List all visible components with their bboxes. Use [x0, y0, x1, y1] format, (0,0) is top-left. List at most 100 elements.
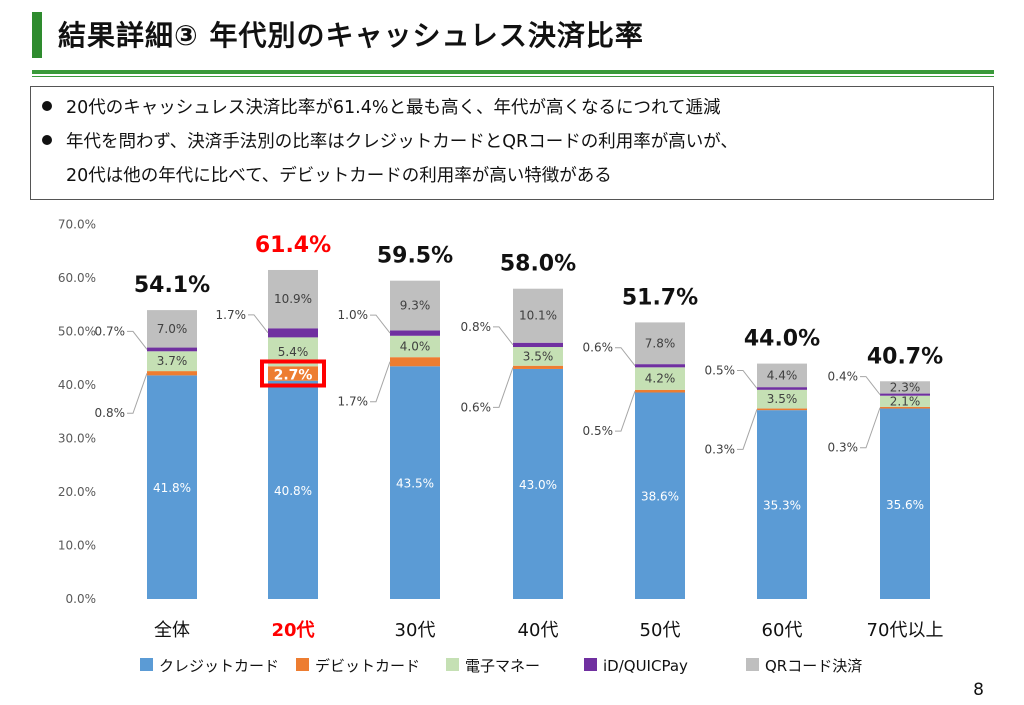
legend-item-credit: クレジットカード	[140, 656, 279, 676]
data-label-credit: 35.3%	[763, 499, 801, 513]
bar-segment	[268, 366, 318, 381]
bar-segment	[147, 347, 197, 352]
bar-segment	[880, 395, 930, 407]
summary-bullet-2-cont: 20代は他の年代に比べて、デビットカードの利用率が高い特徴がある	[66, 164, 612, 188]
x-category-label: 60代	[762, 620, 803, 641]
x-category-label: 50代	[640, 620, 681, 641]
bar-segment	[268, 269, 318, 329]
data-label-qr: 2.3%	[890, 380, 921, 394]
bar-segment	[513, 365, 563, 369]
data-label-debit: 0.8%	[95, 406, 126, 420]
y-tick-label: 30.0%	[58, 432, 96, 446]
y-tick-label: 10.0%	[58, 539, 96, 553]
data-label-qr: 10.1%	[519, 309, 557, 323]
data-label-credit: 40.8%	[274, 484, 312, 498]
leader-line	[370, 361, 391, 403]
data-label-idquicpay: 0.8%	[461, 320, 492, 334]
summary-box	[30, 86, 994, 200]
title-divider	[32, 70, 994, 74]
total-label: 44.0%	[744, 327, 820, 352]
bar-segment	[513, 347, 563, 366]
leader-line	[737, 409, 758, 450]
bar-segment	[513, 368, 563, 599]
bar-segment	[757, 387, 807, 390]
x-category-label: 70代以上	[867, 620, 944, 641]
summary-bullet-2: 年代を問わず、決済手法別の比率はクレジットカードとQRコードの利用率が高いが、	[42, 130, 738, 154]
data-label-credit: 43.0%	[519, 478, 557, 492]
summary-bullet-1: 20代のキャッシュレス決済比率が61.4%と最も高く、年代が高くなるにつれて逓減	[42, 96, 720, 120]
data-label-emoney: 4.0%	[400, 339, 431, 353]
bar-segment	[880, 408, 930, 599]
legend-swatch	[446, 658, 459, 671]
bar-segment	[880, 381, 930, 394]
y-tick-label: 50.0%	[58, 325, 96, 339]
leader-line	[127, 373, 148, 414]
data-label-qr: 7.0%	[157, 322, 188, 336]
x-category-label: 30代	[395, 620, 436, 641]
bar-segment	[268, 328, 318, 338]
data-label-qr: 4.4%	[767, 368, 798, 382]
data-label-credit: 38.6%	[641, 490, 679, 504]
total-label: 61.4%	[255, 233, 331, 258]
bar-segment	[390, 357, 440, 367]
leader-line	[493, 326, 514, 346]
total-label: 54.1%	[134, 273, 210, 298]
leader-line	[127, 330, 148, 350]
legend-label: QRコード決済	[765, 657, 863, 675]
legend-swatch	[140, 658, 153, 671]
data-label-idquicpay: 0.6%	[583, 341, 614, 355]
legend-label: iD/QUICPay	[603, 657, 688, 675]
data-label-idquicpay: 0.5%	[705, 363, 736, 377]
legend-label: 電子マネー	[465, 657, 541, 675]
leader-line	[860, 407, 881, 449]
legend-label: クレジットカード	[159, 657, 280, 675]
bar-segment	[880, 393, 930, 396]
data-label-debit: 0.3%	[828, 441, 859, 455]
bar-segment	[147, 310, 197, 348]
leader-line	[860, 376, 881, 395]
chart-legend: クレジットカード デビットカード 電子マネー iD/QUICPay QRコード決…	[0, 656, 1024, 686]
summary-text: 20代のキャッシュレス決済比率が61.4%と最も高く、年代が高くなるにつれて逓減	[66, 98, 721, 118]
x-category-label: 40代	[518, 620, 559, 641]
legend-swatch	[746, 658, 759, 671]
title-accent-bar	[32, 12, 42, 58]
data-label-idquicpay: 0.7%	[95, 324, 126, 338]
bar-segment	[147, 375, 197, 599]
bar-segment	[513, 342, 563, 348]
y-tick-label: 60.0%	[58, 271, 96, 285]
total-label: 58.0%	[500, 252, 576, 277]
highlight-box	[260, 359, 326, 388]
total-label: 40.7%	[867, 344, 943, 369]
data-label-debit: 2.7%	[274, 367, 313, 383]
legend-swatch	[584, 658, 597, 671]
leader-line	[737, 369, 758, 389]
legend-swatch	[296, 658, 309, 671]
data-label-idquicpay: 0.4%	[828, 370, 859, 384]
page-title: 結果詳細③ 年代別のキャッシュレス決済比率	[58, 19, 644, 52]
bar-segment	[390, 366, 440, 599]
x-category-label: 全体	[154, 620, 190, 641]
legend-label: デビットカード	[315, 657, 421, 675]
data-label-emoney: 3.5%	[523, 349, 554, 363]
y-tick-label: 20.0%	[58, 485, 96, 499]
bar-segment	[635, 367, 685, 390]
bar-segment	[390, 330, 440, 336]
legend-item-debit: デビットカード	[296, 656, 420, 676]
leader-line	[615, 347, 636, 367]
bar-segment	[635, 322, 685, 365]
data-label-credit: 41.8%	[153, 481, 191, 495]
data-label-emoney: 2.1%	[890, 394, 921, 408]
data-label-debit: 0.5%	[583, 424, 614, 438]
data-label-emoney: 3.7%	[157, 354, 188, 368]
data-label-idquicpay: 1.0%	[338, 308, 369, 322]
bar-segment	[635, 389, 685, 393]
data-label-debit: 0.3%	[705, 442, 736, 456]
bullet-dot-icon	[42, 135, 52, 145]
summary-text: 20代は他の年代に比べて、デビットカードの利用率が高い特徴がある	[66, 166, 612, 186]
y-tick-label: 70.0%	[58, 218, 96, 232]
leader-line	[248, 314, 269, 334]
bar-segment	[757, 363, 807, 388]
data-label-emoney: 4.2%	[645, 372, 676, 386]
data-label-debit: 0.6%	[461, 400, 492, 414]
